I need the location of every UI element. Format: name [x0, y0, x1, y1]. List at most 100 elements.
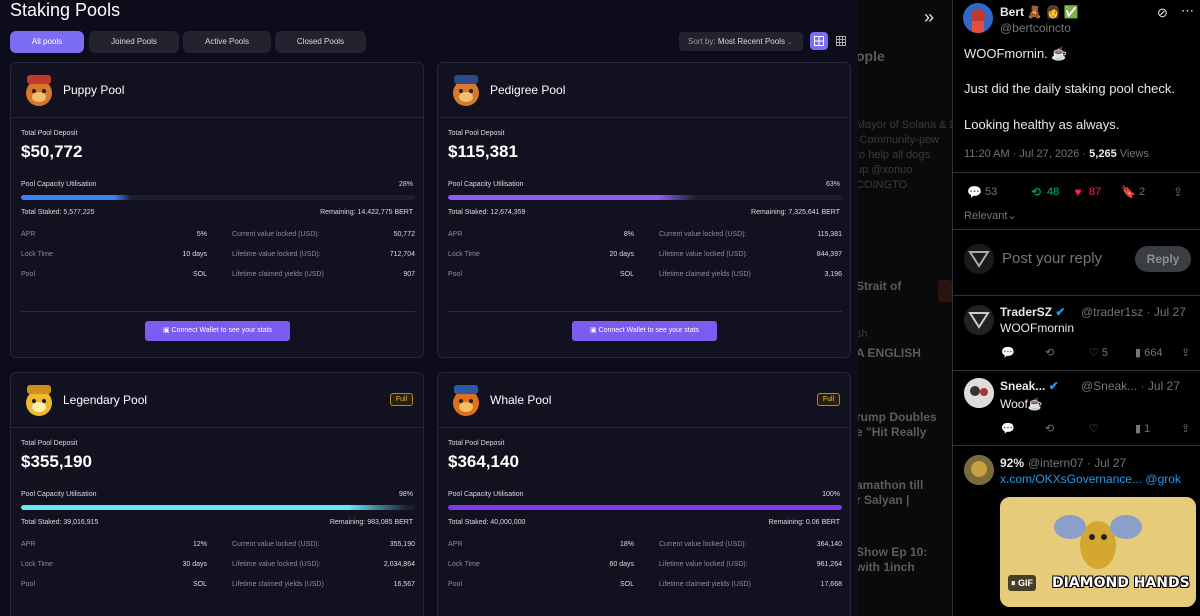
divider [448, 311, 842, 312]
avatar[interactable] [964, 378, 994, 408]
stat-label: Lifetime value locked (USD): [232, 251, 321, 258]
reply-link[interactable]: x.com/OKXsGovernance... @grok [1000, 472, 1181, 486]
share-icon[interactable]: ⇪ [1172, 185, 1184, 199]
stat-label: Pool [448, 581, 463, 588]
reply-icon[interactable]: 💬 [1001, 347, 1015, 359]
gif-image[interactable]: ⏸ GIF DIAMOND HANDS [1000, 497, 1196, 607]
stat-row: APR 12% Current value locked (USD): 355,190 [11, 541, 423, 553]
bg-feed-text: sh [856, 328, 868, 340]
pool-name: Whale Pool [490, 393, 552, 407]
remaining: Remaining: 983,085 BERT [329, 519, 413, 526]
avatar[interactable] [964, 305, 994, 335]
divider [953, 370, 1200, 371]
total-staked: Total Staked: 12,674,359 [448, 209, 526, 216]
reply-author-name[interactable]: TraderSZ ✔ [1000, 305, 1066, 319]
page-title: Staking Pools [10, 0, 121, 20]
tab-closed-pools[interactable]: Closed Pools [275, 31, 366, 53]
share-icon[interactable]: ⇪ [1181, 423, 1191, 435]
stat-label: Current value locked (USD): [659, 541, 747, 548]
pool-avatar [448, 71, 484, 109]
views-action[interactable]: ▮ 1 [1135, 423, 1151, 435]
stat-value: SOL [619, 581, 634, 588]
divider [953, 229, 1200, 230]
pool-card: Pedigree Pool Total Pool Deposit $115,381 P… [437, 62, 851, 358]
reply-action[interactable]: 💬 53 [967, 185, 997, 199]
bg-feed-text: -Community-pow [856, 134, 940, 146]
views-label: Views [1119, 148, 1149, 160]
share-icon[interactable]: ⇪ [1181, 347, 1191, 359]
stat-value: 844,397 [816, 251, 842, 258]
list-view-icon[interactable] [832, 32, 850, 50]
grid-view-icon[interactable] [810, 32, 828, 50]
like-action[interactable]: ♡ [1089, 423, 1099, 435]
stat-row: Pool SOL Lifetime claimed yields (USD) 16,5… [11, 581, 423, 593]
heart-icon: ♥ [1074, 185, 1082, 199]
retweet-icon[interactable]: ⟲ [1045, 423, 1055, 435]
expand-icon[interactable]: » [923, 7, 934, 27]
stat-row: Lock Time 30 days Lifetime value locked (U… [11, 561, 423, 573]
reply-author-name[interactable]: Sneak... ✔ [1000, 379, 1059, 393]
stat-value: 5% [196, 231, 207, 238]
like-action[interactable]: ♡ 5 [1089, 347, 1109, 359]
retweet-icon[interactable]: ⟲ [1045, 347, 1055, 359]
tweet-text: WOOFmornin. ☕ [964, 46, 1068, 61]
bookmark-action[interactable]: 🔖 2 [1121, 185, 1145, 199]
reply-text: Woof☕ [1000, 397, 1043, 411]
reply-icon[interactable]: 💬 [1001, 423, 1015, 435]
connect-wallet-button[interactable]: ▣ Connect Wallet to see your stats [145, 321, 290, 341]
reply-input[interactable]: Post your reply [1002, 250, 1103, 267]
capacity-progress-bar [21, 195, 415, 200]
divider [953, 172, 1200, 173]
views-action[interactable]: ▮ 664 [1135, 347, 1163, 359]
stat-value: SOL [619, 271, 634, 278]
reply-author-name[interactable]: 92% [1000, 456, 1025, 470]
deposit-label: Total Pool Deposit [448, 440, 505, 447]
relevant-sort[interactable]: Relevant⌄ [964, 210, 1017, 222]
stat-row: Pool SOL Lifetime claimed yields (USD) 17,6… [438, 581, 850, 593]
capacity-percent: 98% [398, 491, 413, 498]
pool-avatar [21, 381, 57, 419]
capacity-progress-fill [21, 505, 408, 510]
reply-text: WOOFmornin [1000, 321, 1075, 335]
stat-row: Pool SOL Lifetime claimed yields (USD) 907 [11, 271, 423, 283]
tab-active-pools[interactable]: Active Pools [183, 31, 271, 53]
reply-author-handle: @Sneak... · Jul 27 [1081, 379, 1180, 393]
stat-value: 355,190 [389, 541, 415, 548]
wallet-icon: ▣ [589, 327, 597, 334]
author-handle[interactable]: @bertcoincto [1000, 21, 1071, 35]
grok-icon[interactable]: ⊘ [1157, 5, 1168, 20]
tab-joined-pools[interactable]: Joined Pools [89, 31, 179, 53]
capacity-percent: 28% [398, 181, 413, 188]
avatar[interactable] [964, 455, 994, 485]
pool-card: Whale Pool Full Total Pool Deposit $364,140… [437, 372, 851, 616]
background-feed: ople Mayor of Solana & D -Community-pow … [840, 0, 952, 616]
connect-wallet-button[interactable]: ▣ Connect Wallet to see your stats [572, 321, 717, 341]
stat-value: 10 days [182, 251, 207, 258]
more-icon[interactable]: ⋯ [1181, 3, 1194, 18]
author-name[interactable]: Bert 🧸 👩 ✅ [1000, 5, 1079, 19]
sort-dropdown[interactable]: Sort by: Most Recent Pools ⌄ [679, 32, 803, 51]
retweet-action[interactable]: ⟲ 48 [1029, 185, 1059, 199]
stat-label: Pool [21, 581, 36, 588]
tab-all-pools[interactable]: All pools [10, 31, 84, 53]
stat-label: Current value locked (USD): [232, 231, 320, 238]
stat-row: APR 18% Current value locked (USD): 364,140 [438, 541, 850, 553]
reply-icon: 💬 [967, 185, 982, 199]
bg-feed-text: amathon till [856, 478, 924, 492]
tweet-text: Just did the daily staking pool check. [964, 81, 1176, 96]
tweet-panel: Bert 🧸 👩 ✅ @bertcoincto ⊘ ⋯ WOOFmornin. … [952, 0, 1200, 616]
gif-badge: ⏸ GIF [1008, 575, 1037, 591]
reply-button[interactable]: Reply [1135, 246, 1191, 272]
bg-feed-text: with 1inch [856, 560, 915, 574]
stat-value: 50,772 [393, 231, 415, 238]
remaining: Remaining: 7,325,641 BERT [751, 209, 840, 216]
bg-feed-text: rump Doubles [856, 410, 937, 424]
retweet-icon: ⟲ [1030, 185, 1042, 199]
pool-name: Puppy Pool [63, 83, 125, 97]
staking-panel: Staking Pools All pools Joined Pools Act… [0, 0, 858, 616]
capacity-label: Pool Capacity Utilisation [21, 181, 97, 188]
avatar[interactable] [963, 3, 993, 33]
stat-value: 18% [619, 541, 634, 548]
like-action[interactable]: ♥ 87 [1071, 185, 1101, 199]
stat-label: Lock Time [21, 561, 53, 568]
